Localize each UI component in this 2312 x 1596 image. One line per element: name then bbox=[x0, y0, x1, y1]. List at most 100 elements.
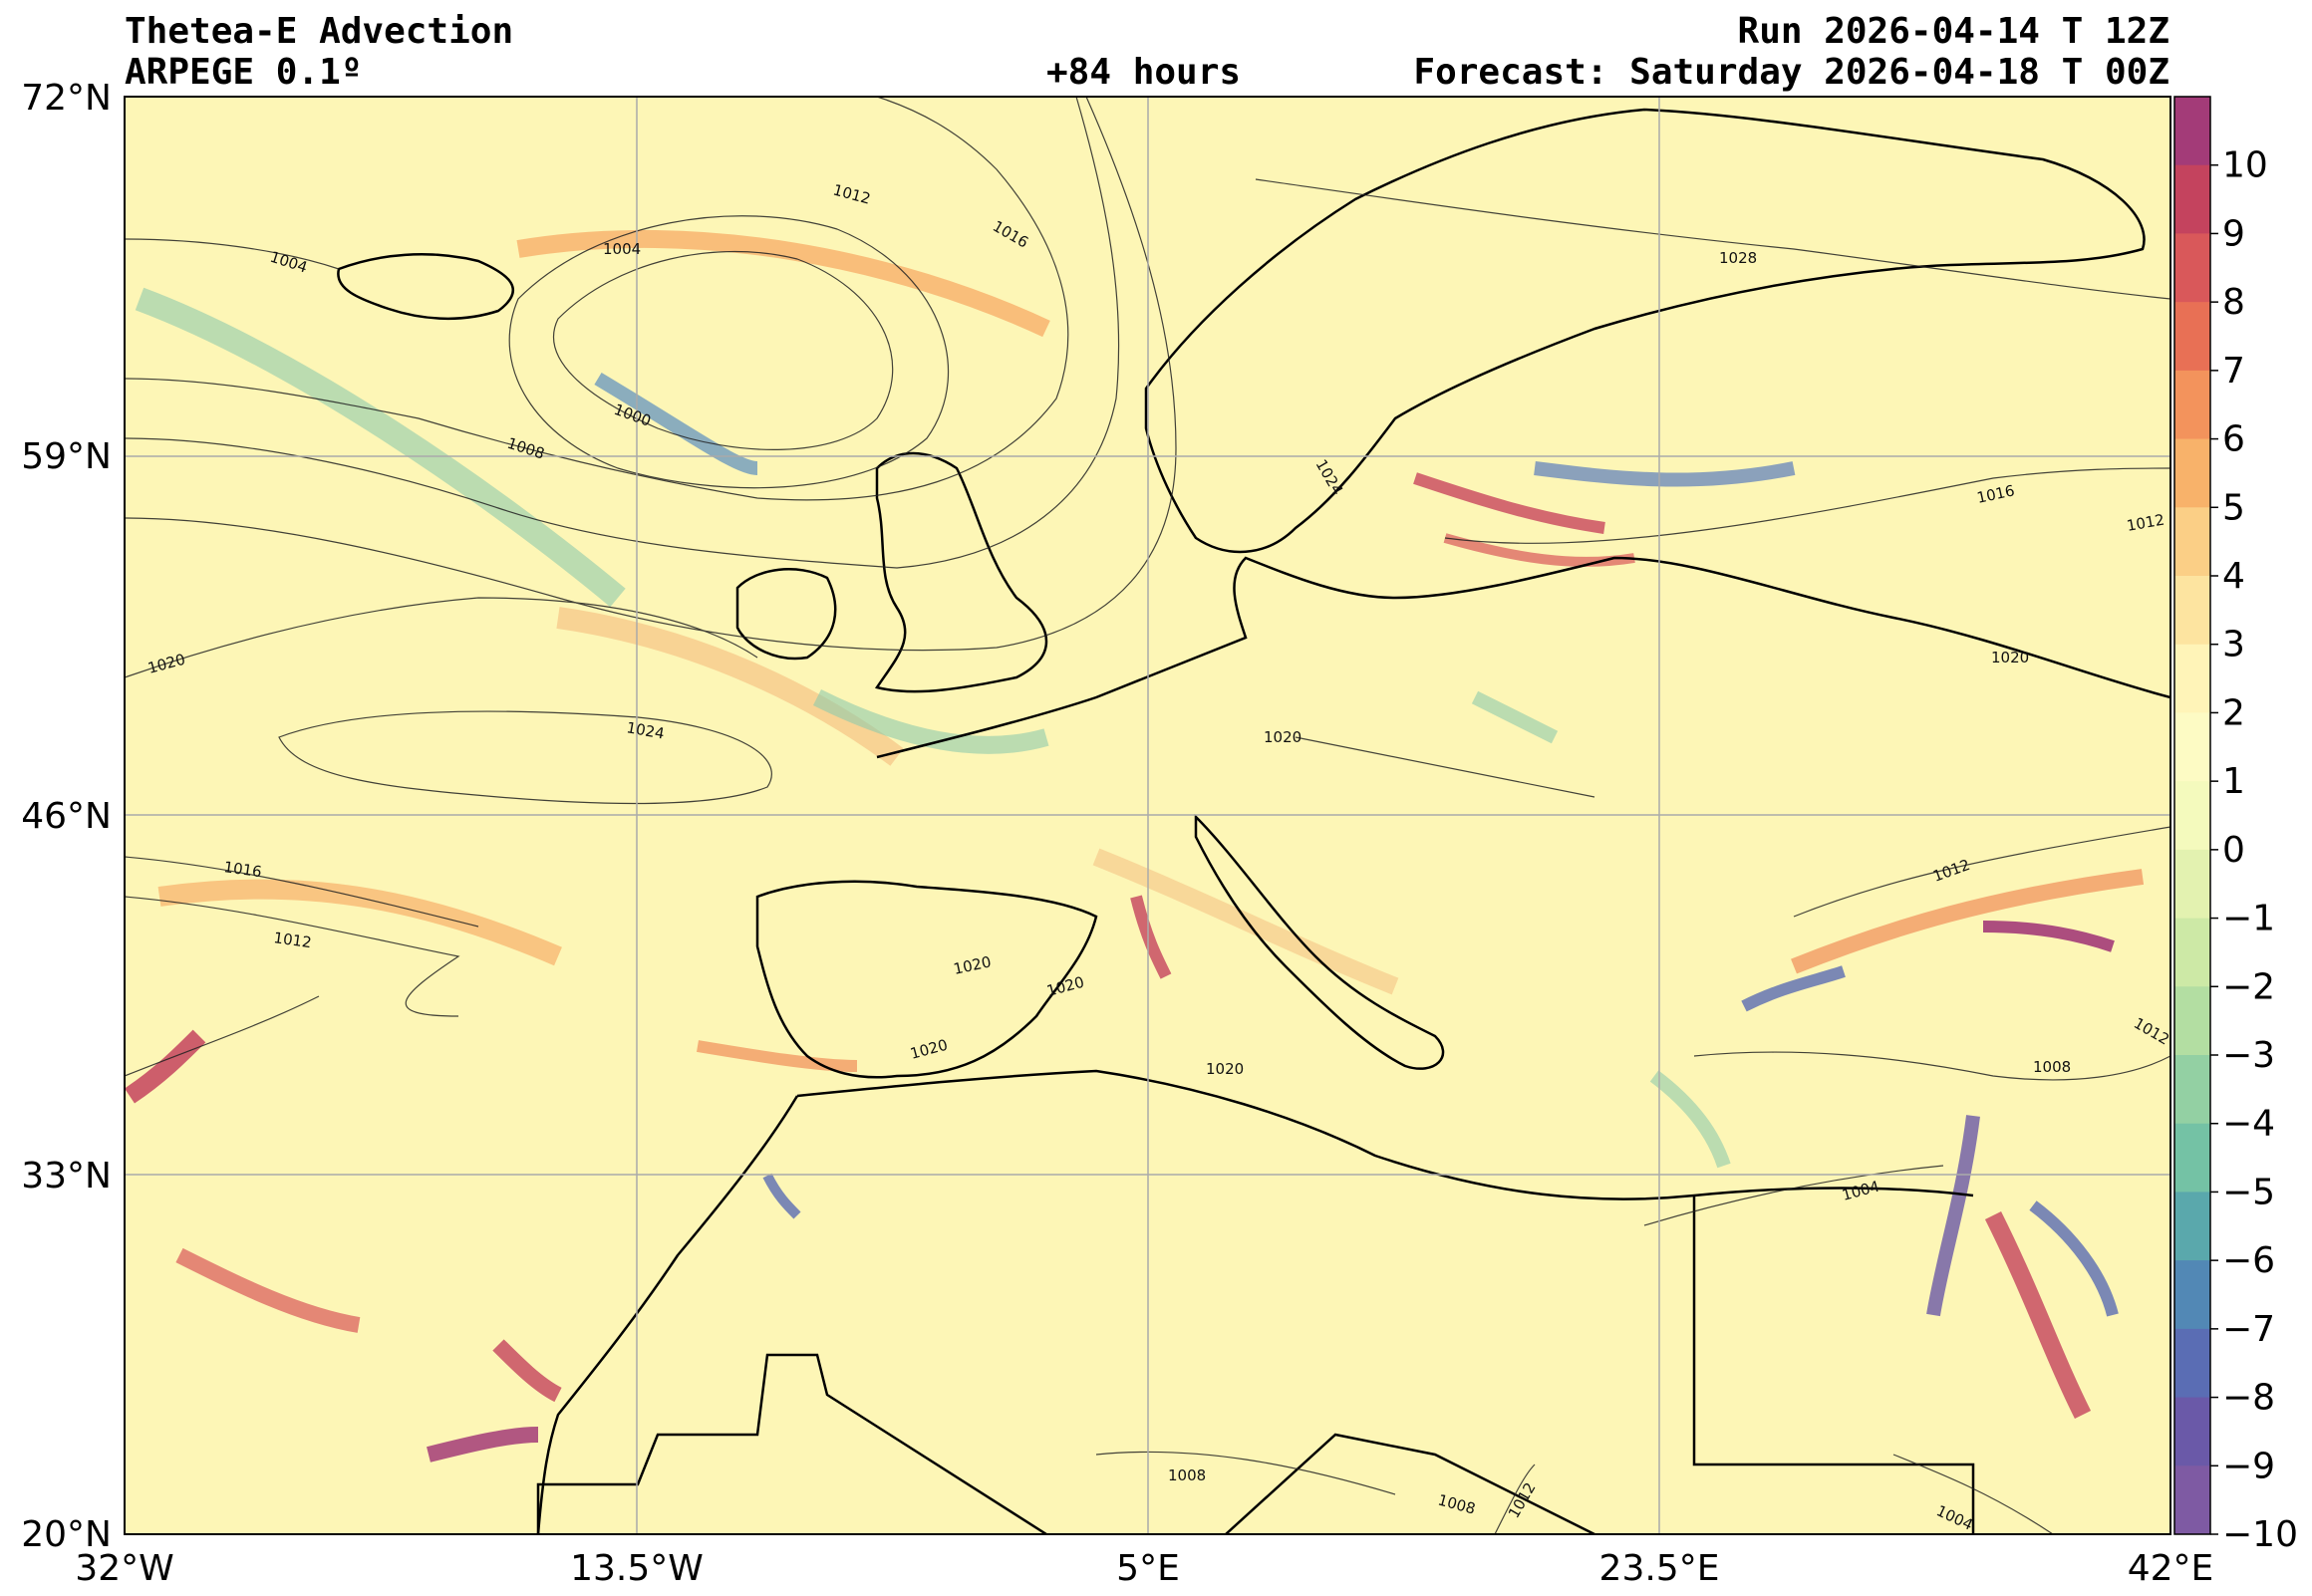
colorbar-tick-label: −3 bbox=[2222, 1035, 2275, 1076]
coastline-italy bbox=[1194, 813, 1445, 1070]
positive-band bbox=[492, 1339, 562, 1403]
border-south bbox=[536, 1353, 1047, 1534]
lat-tick-label: 46°N bbox=[21, 796, 112, 837]
colorbar-segment bbox=[2174, 164, 2210, 234]
colorbar-segment bbox=[2174, 1328, 2210, 1399]
negative-band bbox=[135, 287, 626, 608]
colorbar-tick-label: 6 bbox=[2222, 419, 2245, 460]
lat-tick-label: 59°N bbox=[21, 436, 112, 477]
colorbar-segment bbox=[2174, 576, 2210, 646]
advection-field bbox=[125, 230, 2145, 1463]
positive-band bbox=[427, 1427, 539, 1463]
positive-band bbox=[1984, 1210, 2092, 1420]
colorbar-segment bbox=[2174, 781, 2210, 851]
lat-tick-label: 72°N bbox=[21, 78, 112, 119]
lon-tick-label: 32°W bbox=[75, 1548, 173, 1589]
isobar bbox=[125, 896, 460, 1017]
colorbar-segment bbox=[2174, 302, 2210, 372]
coastline-scandinavia bbox=[1144, 108, 2146, 554]
isobar bbox=[125, 856, 479, 928]
border-egypt bbox=[1692, 1196, 1975, 1534]
negative-band bbox=[594, 372, 758, 475]
colorbar-tick-label: 5 bbox=[2222, 487, 2245, 528]
coastline-europe bbox=[876, 556, 2170, 759]
negative-band bbox=[2029, 1200, 2119, 1317]
isobar-label: 1020 bbox=[1991, 649, 2029, 666]
isobar bbox=[1494, 1463, 1536, 1534]
negative-band bbox=[812, 688, 1049, 754]
colorbar-tick-label: −7 bbox=[2222, 1309, 2275, 1350]
isobar bbox=[125, 238, 340, 270]
colorbar-tick-label: 10 bbox=[2222, 145, 2268, 186]
isobar bbox=[1643, 1165, 1944, 1226]
colorbar-tick-label: 2 bbox=[2222, 692, 2245, 733]
lead-time-label: +84 hours bbox=[1046, 52, 1242, 93]
colorbar-segment bbox=[2174, 97, 2210, 166]
isobar-label: 1016 bbox=[222, 858, 262, 881]
positive-band bbox=[1791, 869, 2145, 974]
isobar bbox=[1295, 736, 1595, 798]
lon-tick-label: 5°E bbox=[1116, 1548, 1180, 1589]
colorbar-tick-label: −1 bbox=[2222, 899, 2275, 939]
coastline-africa-west bbox=[536, 1095, 799, 1534]
positive-band bbox=[516, 230, 1050, 338]
isobar-label: 1020 bbox=[1206, 1060, 1244, 1078]
isobar bbox=[1892, 1454, 2054, 1534]
colorbar-tick-label: 0 bbox=[2222, 830, 2245, 871]
coastline-britain bbox=[874, 451, 1048, 693]
isobar bbox=[125, 97, 1069, 501]
isobar bbox=[1793, 826, 2170, 918]
forecast-label: Forecast: Saturday 2026-04-18 T 00Z bbox=[1413, 52, 2169, 93]
isobar-label: 1004 bbox=[603, 240, 641, 258]
colorbar-tick-label: −2 bbox=[2222, 966, 2275, 1007]
colorbar-tick-label: −4 bbox=[2222, 1104, 2275, 1145]
positive-band bbox=[1413, 472, 1605, 534]
run-label: Run 2026-04-14 T 12Z bbox=[1737, 11, 2169, 52]
positive-band bbox=[697, 1040, 858, 1072]
colorbar-tick-label: 3 bbox=[2222, 625, 2245, 665]
isobar-label: 1008 bbox=[1168, 1466, 1206, 1484]
lat-axis: 72°N 59°N 46°N 33°N 20°N bbox=[21, 78, 112, 1555]
colorbar-segment bbox=[2174, 849, 2210, 920]
colorbar-tick-label: 8 bbox=[2222, 282, 2245, 323]
lat-tick-label: 20°N bbox=[21, 1514, 112, 1555]
lon-tick-label: 13.5°W bbox=[570, 1548, 704, 1589]
chart-title: Thetea-E Advection bbox=[125, 11, 514, 52]
colorbar-tick-label: 4 bbox=[2222, 556, 2245, 597]
map-frame bbox=[124, 96, 2171, 1535]
positive-band bbox=[1443, 533, 1635, 567]
colorbar-tick-label: −9 bbox=[2222, 1446, 2275, 1486]
positive-band bbox=[1982, 921, 2115, 952]
colorbar-frame bbox=[2173, 96, 2211, 1535]
colorbar-segment bbox=[2174, 1123, 2210, 1193]
negative-band bbox=[762, 1173, 801, 1219]
isobar bbox=[1255, 178, 2170, 300]
negative-band bbox=[1534, 461, 1796, 487]
coastline-ireland bbox=[735, 568, 837, 661]
isobar-label: 1020 bbox=[1264, 728, 1301, 746]
isobar bbox=[125, 97, 1120, 569]
positive-band bbox=[157, 879, 562, 966]
positive-band bbox=[556, 607, 904, 766]
isobar-label: 1012 bbox=[272, 929, 312, 951]
colorbar-segment bbox=[2174, 1260, 2210, 1330]
isobar bbox=[278, 710, 772, 805]
colorbar-segment bbox=[2174, 918, 2210, 987]
colorbar-segment bbox=[2174, 1397, 2210, 1466]
coastline-iceland bbox=[337, 253, 514, 321]
lon-tick-label: 23.5°E bbox=[1599, 1548, 1720, 1589]
isobar-label: 1008 bbox=[2033, 1058, 2071, 1076]
isobar bbox=[1095, 1451, 1396, 1495]
isobar bbox=[125, 597, 758, 678]
coastline-north-africa bbox=[796, 1069, 1974, 1200]
colorbar-segment bbox=[2174, 644, 2210, 713]
graticule bbox=[125, 97, 2170, 1534]
isobar bbox=[125, 995, 320, 1077]
isobar bbox=[125, 97, 1177, 652]
colorbar-segment bbox=[2174, 1055, 2210, 1125]
colorbar-segment bbox=[2174, 507, 2210, 577]
negative-band bbox=[1649, 1070, 1731, 1169]
colorbar-tick-label: −6 bbox=[2222, 1240, 2275, 1281]
